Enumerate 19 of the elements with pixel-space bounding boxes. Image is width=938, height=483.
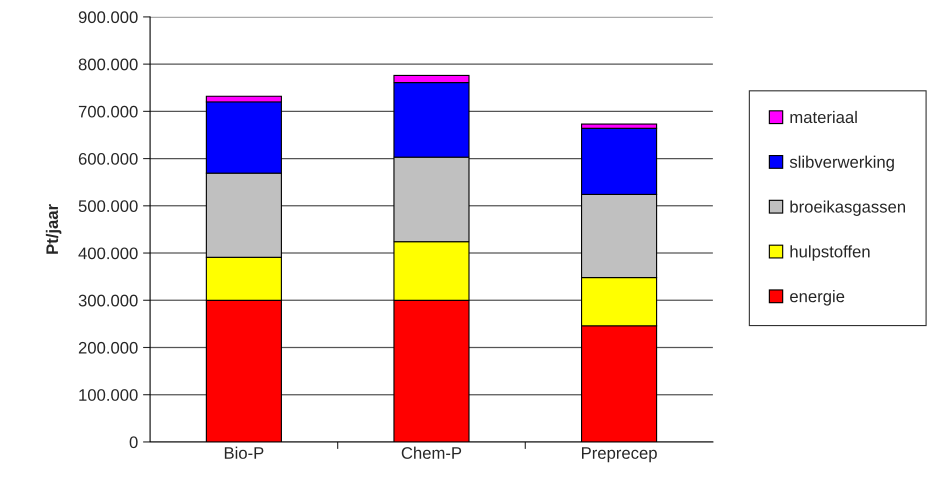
y-tick-label: 500.000 xyxy=(78,200,138,212)
y-tick-label: 600.000 xyxy=(78,152,138,165)
y-tick-label: 900.000 xyxy=(78,11,138,24)
x-tick-label: Bio-P xyxy=(224,446,264,459)
y-tick-label: 800.000 xyxy=(78,58,138,70)
y-tick-label: 300.000 xyxy=(78,294,138,306)
legend-label: broeikasgassen xyxy=(790,200,906,216)
y-axis-title: Pt/jaar xyxy=(46,204,62,254)
x-tick-label: Chem-P xyxy=(402,446,462,459)
y-tick-label: 0 xyxy=(130,436,138,448)
legend-label: slibverwerking xyxy=(790,156,894,172)
legend-label: energie xyxy=(790,290,844,306)
legend-label: hulpstoffen xyxy=(790,245,870,261)
x-tick-label: Preprecep xyxy=(582,447,657,462)
legend-label: materiaal xyxy=(790,110,857,124)
y-tick-label: 100.000 xyxy=(79,389,138,401)
y-tick-label: 700.000 xyxy=(78,106,138,118)
y-tick-label: 400.000 xyxy=(78,247,138,260)
y-tick-label: 200.000 xyxy=(78,342,138,354)
